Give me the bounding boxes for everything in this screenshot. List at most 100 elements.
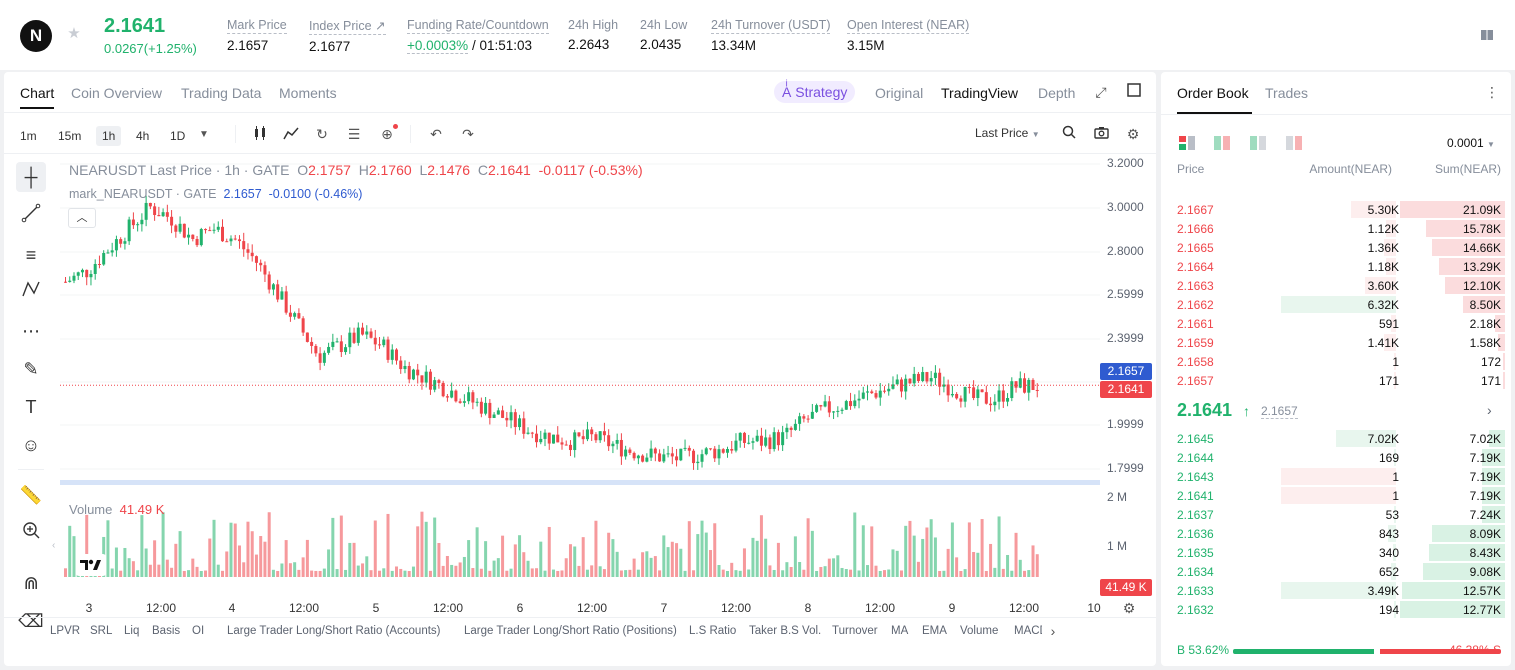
search-icon[interactable] (1060, 125, 1078, 143)
volume-bar (840, 567, 844, 577)
fullscreen-icon[interactable]: ⤢ (1095, 84, 1107, 100)
turnover-label[interactable]: 24h Turnover (USDT) (711, 18, 831, 34)
precision-select[interactable]: 0.0001 ▼ (1447, 136, 1495, 150)
trendline-tool-icon[interactable] (16, 202, 46, 232)
book-icon[interactable] (1480, 28, 1494, 42)
add-alert-icon[interactable]: ⊕ (378, 124, 398, 143)
price-type-select[interactable]: Last Price ▼ (975, 126, 1040, 140)
tab-moments[interactable]: Moments (279, 85, 337, 101)
refresh-icon[interactable]: ↻ (316, 126, 328, 142)
indicator-ma[interactable]: MA (891, 625, 909, 637)
indicator-liq[interactable]: Liq (124, 625, 140, 637)
view-bids-icon[interactable] (1250, 136, 1266, 150)
ask-row[interactable]: 2.1666 1.12K 15.78K (1161, 219, 1511, 238)
ask-row[interactable]: 2.1657 171 171 (1161, 371, 1511, 390)
ask-row[interactable]: 2.1659 1.41K 1.58K (1161, 333, 1511, 352)
buy-sell-ratio: B 53.62% 46.38% S (1161, 638, 1511, 662)
tab-original[interactable]: Original (875, 85, 924, 101)
indicator-srl[interactable]: SRL (90, 625, 113, 637)
external-link-icon[interactable]: ↗ (375, 19, 386, 33)
indicator-volume[interactable]: Volume (960, 625, 999, 637)
tab-coin-overview[interactable]: Coin Overview (71, 85, 163, 101)
tf-1d[interactable]: 1D (170, 129, 186, 143)
view-bids-asks-icon[interactable] (1214, 136, 1230, 150)
emoji-tool-icon[interactable]: ☺ (21, 435, 41, 455)
bid-row[interactable]: 2.1632 194 12.77K (1161, 600, 1511, 619)
brush-tool-icon[interactable]: ✎ (23, 359, 39, 379)
indicator-lpvr[interactable]: LPVR (50, 625, 81, 637)
indicators-icon[interactable] (282, 125, 300, 143)
candle-type-icon[interactable] (252, 125, 270, 143)
index-price-label[interactable]: Index Price ↗ (309, 18, 386, 35)
favorite-star-icon[interactable]: ★ (67, 25, 81, 42)
indicator-basis[interactable]: Basis (152, 625, 181, 637)
tab-order-book[interactable]: Order Book (1177, 85, 1249, 101)
camera-icon[interactable] (1092, 125, 1110, 143)
tab-tradingview[interactable]: TradingView (941, 85, 1019, 101)
bid-row[interactable]: 2.1634 652 9.08K (1161, 562, 1511, 581)
tab-depth[interactable]: Depth (1038, 85, 1076, 101)
template-icon[interactable]: ☰ (347, 126, 361, 142)
collapse-toolbar-icon[interactable]: ‹ (52, 540, 56, 551)
window-icon[interactable] (1125, 83, 1143, 101)
tf-15m[interactable]: 15m (58, 129, 82, 143)
indicator-macd[interactable]: MACD (1014, 625, 1042, 637)
ask-row[interactable]: 2.1664 1.18K 13.29K (1161, 257, 1511, 276)
pattern-tool-icon[interactable] (16, 278, 46, 308)
bid-row[interactable]: 2.1644 169 7.19K (1161, 448, 1511, 467)
crosshair-tool-icon[interactable]: ┼ (16, 162, 46, 192)
indicator-ema[interactable]: EMA (922, 625, 947, 637)
eraser-tool-icon[interactable]: ⌫ (18, 611, 44, 631)
funding-label[interactable]: Funding Rate/Countdown (407, 18, 549, 34)
ask-row[interactable]: 2.1662 6.32K 8.50K (1161, 295, 1511, 314)
ask-row[interactable]: 2.1665 1.36K 14.66K (1161, 238, 1511, 257)
tab-trading-data[interactable]: Trading Data (181, 85, 262, 101)
redo-icon[interactable]: ↷ (462, 126, 474, 142)
zoom-in-tool-icon[interactable] (16, 518, 46, 548)
chevron-right-icon[interactable]: › (1487, 402, 1492, 418)
bid-row[interactable]: 2.1637 53 7.24K (1161, 505, 1511, 524)
view-asks-icon[interactable] (1286, 136, 1302, 150)
text-tool-icon[interactable]: T (25, 397, 37, 417)
axis-settings-icon[interactable]: ⚙ (1122, 600, 1136, 616)
bid-row[interactable]: 2.1641 1 7.19K (1161, 486, 1511, 505)
volume-bar (221, 570, 225, 577)
ruler-tool-icon[interactable]: 📏 (19, 485, 43, 505)
turnover-stat: 24h Turnover (USDT) 13.34M (711, 18, 831, 53)
volume-bar (649, 557, 653, 577)
open-interest-label[interactable]: Open Interest (NEAR) (847, 18, 970, 34)
bid-row[interactable]: 2.1643 1 7.19K (1161, 467, 1511, 486)
indicator-taker-b-s-vol-[interactable]: Taker B.S Vol. (749, 625, 822, 637)
bid-row[interactable]: 2.1636 843 8.09K (1161, 524, 1511, 543)
collapse-legend-icon[interactable]: ︿ (68, 208, 96, 228)
more-options-icon[interactable]: ⋮ (1485, 84, 1499, 100)
ask-row[interactable]: 2.1663 3.60K 12.10K (1161, 276, 1511, 295)
indicator-large-trader-long-short-ratio-accounts-[interactable]: Large Trader Long/Short Ratio (Accounts) (227, 625, 441, 637)
magnet-tool-icon[interactable]: ⋒ (23, 573, 39, 593)
fib-tool-icon[interactable]: ⋯ (22, 321, 40, 341)
undo-icon[interactable]: ↶ (430, 126, 442, 142)
ask-row[interactable]: 2.1667 5.30K 21.09K (1161, 200, 1511, 219)
view-both-icon[interactable] (1179, 136, 1195, 150)
bid-row[interactable]: 2.1635 340 8.43K (1161, 543, 1511, 562)
ask-row[interactable]: 2.1658 1 172 (1161, 352, 1511, 371)
horizontal-lines-tool-icon[interactable]: ≡ (25, 245, 37, 265)
price-chart-canvas[interactable] (60, 154, 1100, 599)
tab-trades[interactable]: Trades (1265, 85, 1309, 101)
tf-1m[interactable]: 1m (20, 129, 37, 143)
timeframe-dropdown-icon[interactable]: ▼ (199, 129, 209, 140)
indicator-oi[interactable]: OI (192, 625, 205, 637)
settings-gear-icon[interactable]: ⚙ (1126, 126, 1140, 142)
ask-row[interactable]: 2.1661 591 2.18K (1161, 314, 1511, 333)
bid-row[interactable]: 2.1633 3.49K 12.57K (1161, 581, 1511, 600)
indicator-turnover[interactable]: Turnover (832, 625, 878, 637)
chevron-right-icon[interactable]: › (1050, 623, 1056, 639)
bid-row[interactable]: 2.1645 7.02K 7.02K (1161, 429, 1511, 448)
indicator-large-trader-long-short-ratio-positions-[interactable]: Large Trader Long/Short Ratio (Positions… (464, 625, 677, 637)
strategy-button[interactable]: Aͥ Strategy (774, 81, 856, 103)
tf-1h[interactable]: 1h (96, 126, 122, 146)
tab-chart[interactable]: Chart (20, 85, 55, 109)
indicator-l-s-ratio[interactable]: L.S Ratio (689, 625, 737, 637)
tf-4h[interactable]: 4h (136, 129, 150, 143)
mark-price-label[interactable]: Mark Price (227, 18, 287, 34)
